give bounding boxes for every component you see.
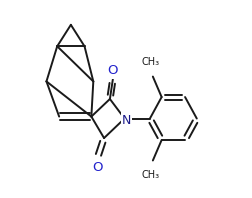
Text: CH₃: CH₃ — [141, 57, 159, 67]
Text: O: O — [92, 161, 102, 174]
Text: CH₃: CH₃ — [141, 170, 159, 180]
Text: N: N — [121, 114, 131, 127]
Text: O: O — [107, 64, 118, 77]
